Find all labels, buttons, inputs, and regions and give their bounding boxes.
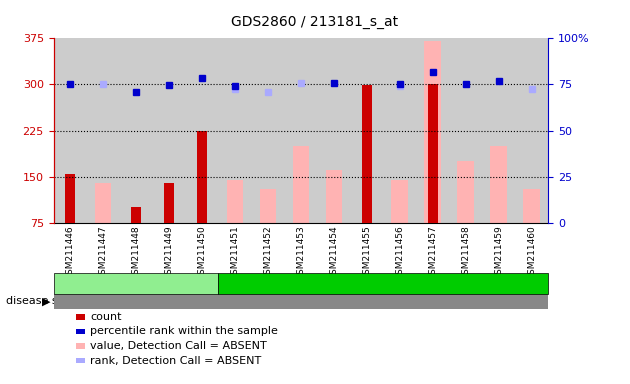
Bar xyxy=(131,207,141,223)
Bar xyxy=(152,38,185,223)
Text: disease state: disease state xyxy=(6,296,81,306)
Bar xyxy=(482,38,515,223)
Bar xyxy=(260,189,276,223)
Text: count: count xyxy=(90,312,122,322)
Text: value, Detection Call = ABSENT: value, Detection Call = ABSENT xyxy=(90,341,267,351)
Text: percentile rank within the sample: percentile rank within the sample xyxy=(90,326,278,336)
Bar xyxy=(54,38,86,223)
Bar xyxy=(362,85,372,223)
Bar xyxy=(120,38,152,223)
Bar xyxy=(94,183,112,223)
Bar xyxy=(425,41,441,223)
Bar xyxy=(326,170,342,223)
Bar xyxy=(490,146,507,223)
Bar xyxy=(65,174,75,223)
Bar xyxy=(197,131,207,223)
Bar xyxy=(86,38,120,223)
Bar xyxy=(284,38,318,223)
Bar xyxy=(185,38,219,223)
Text: rank, Detection Call = ABSENT: rank, Detection Call = ABSENT xyxy=(90,356,261,366)
Bar xyxy=(164,183,174,223)
Bar xyxy=(251,38,284,223)
Bar xyxy=(524,189,540,223)
Text: aldosterone-producing adenoma: aldosterone-producing adenoma xyxy=(292,278,474,288)
Text: ▶: ▶ xyxy=(42,296,50,306)
Bar xyxy=(318,38,350,223)
Bar xyxy=(428,84,438,223)
Bar xyxy=(219,38,251,223)
Bar xyxy=(457,161,474,223)
Text: control: control xyxy=(117,278,155,288)
Bar xyxy=(383,38,416,223)
Bar xyxy=(515,38,548,223)
Text: GDS2860 / 213181_s_at: GDS2860 / 213181_s_at xyxy=(231,15,399,29)
Bar xyxy=(449,38,482,223)
Bar xyxy=(292,146,309,223)
Bar xyxy=(391,180,408,223)
Bar xyxy=(227,180,243,223)
Bar xyxy=(350,38,383,223)
Bar xyxy=(416,38,449,223)
